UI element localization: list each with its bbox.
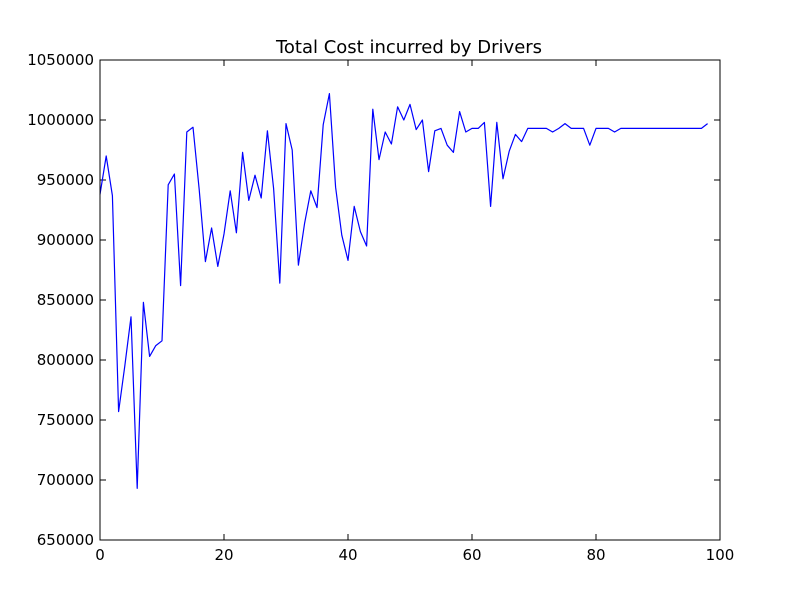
- x-tick-label: 60: [462, 546, 481, 564]
- y-tick-label: 750000: [37, 411, 94, 429]
- x-tick-label: 20: [214, 546, 233, 564]
- y-tick-label: 850000: [37, 291, 94, 309]
- y-tick-label: 950000: [37, 171, 94, 189]
- chart-title: Total Cost incurred by Drivers: [275, 37, 542, 58]
- plot-area-frame: [99, 59, 721, 541]
- y-tick-label: 650000: [37, 531, 94, 549]
- y-tick-label: 1050000: [27, 51, 94, 69]
- axis-tick-labels: 0 20 40 60 80 100 650000 700000 750000 800000 8500…: [27, 51, 734, 564]
- y-tick-label: 900000: [37, 231, 94, 249]
- x-tick-label: 0: [95, 546, 105, 564]
- series-line: [99, 92, 708, 489]
- y-tick-label: 700000: [37, 471, 94, 489]
- x-tick-label: 100: [706, 546, 735, 564]
- x-tick-label: 40: [338, 546, 357, 564]
- x-tick-label: 80: [586, 546, 605, 564]
- y-tick-label: 1000000: [27, 111, 94, 129]
- y-tick-label: 800000: [37, 351, 94, 369]
